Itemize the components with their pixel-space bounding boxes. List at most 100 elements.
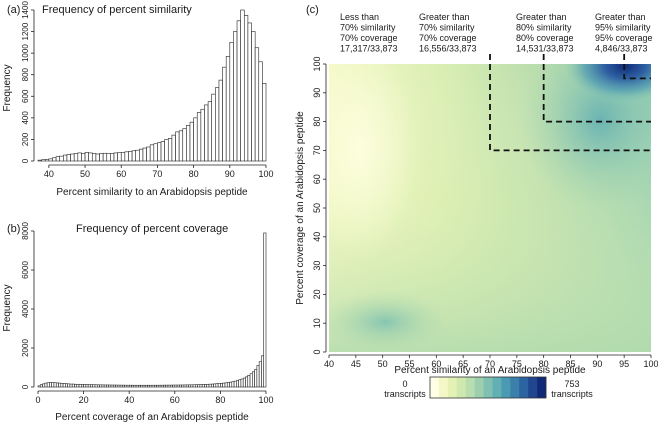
histogram-bar <box>207 101 213 162</box>
legend-frame <box>429 376 547 399</box>
legend-swatch <box>465 377 475 398</box>
legend-swatch <box>483 377 493 398</box>
y-tick-label: 70 <box>312 145 322 155</box>
histogram-bar <box>160 384 164 388</box>
x-tick-label: 95 <box>619 359 629 369</box>
histogram-bar <box>101 384 105 388</box>
x-tick-label: 60 <box>116 169 126 179</box>
histogram-bar <box>165 384 169 388</box>
histogram-bar <box>44 382 48 388</box>
legend-min-label: 0 <box>402 379 407 389</box>
histogram-bar <box>247 374 251 388</box>
histogram-bar <box>85 384 89 388</box>
histogram-bar <box>90 384 94 388</box>
histogram-bar <box>103 384 107 388</box>
histogram-bar <box>172 384 176 388</box>
histogram-bar <box>201 384 205 388</box>
histogram-bar <box>124 384 128 388</box>
histogram-bar <box>44 159 50 162</box>
histogram-bar <box>224 382 228 388</box>
histogram-bar <box>175 131 180 162</box>
histogram-bar <box>106 153 111 162</box>
threshold-annotation-line: 14,531/33,873 <box>516 44 574 54</box>
threshold-line <box>489 54 651 152</box>
panel-title: Frequency of percent coverage <box>76 223 228 235</box>
histogram-bar <box>117 384 121 388</box>
y-tick-label: 400 <box>21 111 30 125</box>
histogram-bar <box>91 153 97 162</box>
threshold-annotation-line: 70% similarity <box>419 23 475 33</box>
histogram-bar <box>236 20 241 162</box>
histogram-bar <box>164 139 169 162</box>
histogram-bar <box>213 383 217 388</box>
histogram-bar <box>158 384 162 388</box>
histogram-bar <box>131 384 135 388</box>
histogram-bar <box>252 371 255 388</box>
histogram-bar <box>41 159 46 162</box>
histogram-bar <box>87 384 91 388</box>
histogram-bar <box>197 384 201 388</box>
histogram-bar <box>186 125 191 162</box>
histogram-bar <box>218 79 223 162</box>
histogram-bar <box>240 378 244 388</box>
threshold-annotation-line: 4,846/33,873 <box>595 44 648 54</box>
legend-swatch <box>438 377 449 398</box>
threshold-annotation-line: 80% similarity <box>516 23 572 33</box>
y-tick-label: 1000 <box>21 44 30 62</box>
histogram-bar <box>59 155 64 162</box>
histogram-bar <box>171 134 176 162</box>
y-tick-label: 0 <box>21 158 30 163</box>
x-tick-label: 70 <box>485 359 495 369</box>
color-legend: 0 transcripts 753 transcripts <box>384 376 593 399</box>
legend-swatch <box>474 377 484 398</box>
x-tick-label: 50 <box>378 359 388 369</box>
histogram-bar <box>233 380 237 388</box>
panel-label: (b) <box>7 223 20 235</box>
heatmap-hot-region <box>565 64 651 102</box>
threshold-annotation-line: 70% coverage <box>340 33 398 43</box>
histogram-bar <box>73 153 79 162</box>
histogram-bar <box>192 384 196 388</box>
histogram-bar <box>112 384 116 388</box>
legend-swatch <box>501 377 511 398</box>
histogram-bar <box>188 384 192 388</box>
histogram-bar <box>49 382 52 388</box>
histogram-bar <box>240 9 245 162</box>
legend-swatch <box>528 377 538 398</box>
histogram-bar <box>233 31 238 162</box>
histogram-bar <box>163 384 166 388</box>
legend-swatch <box>456 377 466 398</box>
threshold-annotation-line: 80% coverage <box>516 33 574 43</box>
histogram-bar <box>251 31 256 162</box>
histogram-bar <box>138 384 141 388</box>
x-tick-label: 80 <box>539 359 549 369</box>
histogram-bar <box>189 121 194 162</box>
legend-swatch <box>510 377 520 398</box>
histogram-bar <box>135 149 140 162</box>
histogram-bar <box>242 377 246 388</box>
histogram-bar <box>51 382 55 388</box>
histogram-bar <box>81 384 84 388</box>
histogram-bar <box>220 382 223 388</box>
histogram-bar <box>147 384 151 388</box>
histogram-bar <box>83 384 87 388</box>
histogram-bar <box>42 383 46 388</box>
y-tick-label: 800 <box>21 67 30 81</box>
x-tick-label: 40 <box>324 359 334 369</box>
histogram-bar <box>110 153 115 162</box>
histogram-bar <box>226 382 230 388</box>
heatmap-low-blob <box>329 290 450 352</box>
histogram-bar <box>99 384 103 388</box>
histogram-bar <box>151 384 155 388</box>
histogram-bar <box>229 42 234 162</box>
heatmap-field <box>329 64 651 352</box>
x-tick-label: 0 <box>35 395 40 405</box>
histogram-bar <box>258 361 262 388</box>
histogram-bar <box>185 384 189 388</box>
histogram-bar <box>66 154 71 162</box>
histogram-bar <box>261 355 265 388</box>
x-tick-label: 90 <box>592 359 602 369</box>
